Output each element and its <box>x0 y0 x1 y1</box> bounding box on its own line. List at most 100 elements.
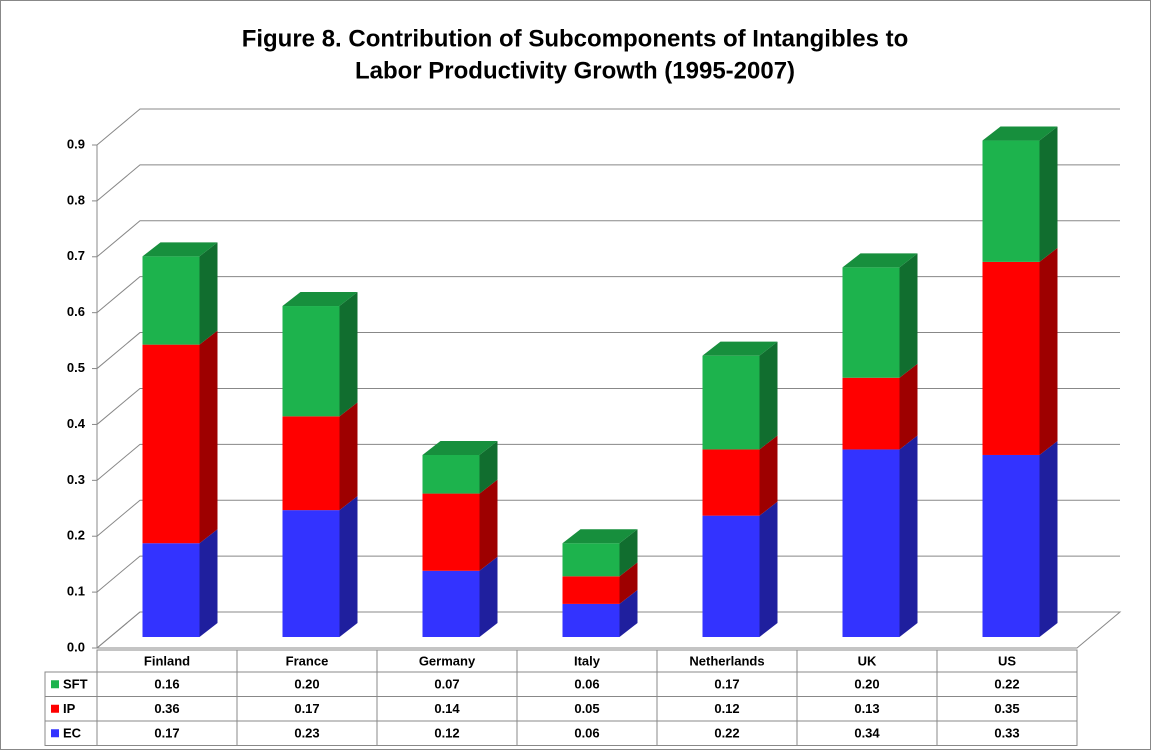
table-value: 0.17 <box>714 677 739 692</box>
legend-label: EC <box>63 726 82 741</box>
bar-top <box>702 341 778 356</box>
bar-side <box>759 435 778 516</box>
bar <box>842 377 900 450</box>
table-value: 0.23 <box>294 726 319 741</box>
legend-swatch <box>51 704 59 713</box>
grid-line <box>96 220 1120 258</box>
bar-side <box>899 435 918 637</box>
legend-swatch <box>51 729 59 738</box>
table-value: 0.17 <box>154 726 179 741</box>
bar <box>842 449 900 637</box>
legend-label: IP <box>63 701 76 716</box>
x-tick-label: Netherlands <box>689 653 764 668</box>
table-value: 0.12 <box>434 726 459 741</box>
chart-title: Labor Productivity Growth (1995-2007) <box>355 57 795 84</box>
bar <box>422 454 480 494</box>
x-tick-label: UK <box>858 653 877 668</box>
bar <box>422 570 480 637</box>
bar-side <box>339 402 358 511</box>
table-value: 0.34 <box>854 726 880 741</box>
bar <box>142 543 200 637</box>
bar <box>982 454 1040 637</box>
y-tick-label: 0.3 <box>67 472 85 487</box>
bar-side <box>199 330 218 544</box>
bar <box>702 515 760 637</box>
bar <box>422 493 480 571</box>
bar <box>562 543 620 577</box>
bar-side <box>759 501 778 637</box>
bar-top <box>142 242 218 257</box>
bar <box>282 416 340 511</box>
bar <box>562 576 620 604</box>
y-tick-label: 0.0 <box>67 639 85 654</box>
bar-top <box>982 126 1058 141</box>
x-tick-label: US <box>998 653 1016 668</box>
bar <box>702 355 760 450</box>
table-value: 0.17 <box>294 701 319 716</box>
bar-side <box>1039 247 1058 455</box>
bar-side <box>479 479 498 571</box>
table-value: 0.14 <box>434 701 460 716</box>
bar-side <box>479 440 498 494</box>
bar-top <box>562 529 638 544</box>
bar-side <box>619 562 638 604</box>
table-value: 0.22 <box>994 677 1019 692</box>
y-tick-label: 0.4 <box>67 416 86 431</box>
y-tick-label: 0.8 <box>67 192 85 207</box>
bar-side <box>199 242 218 345</box>
grid-line <box>96 611 1120 649</box>
x-tick-label: Italy <box>574 653 601 668</box>
grid-line <box>96 164 1120 202</box>
table-value: 0.20 <box>854 677 879 692</box>
table-value: 0.06 <box>574 677 599 692</box>
y-tick-label: 0.9 <box>67 136 85 151</box>
y-tick-label: 0.1 <box>67 584 85 599</box>
bar <box>282 306 340 417</box>
bar <box>562 603 620 637</box>
bar <box>702 449 760 516</box>
grid-line <box>96 499 1120 537</box>
bar <box>982 261 1040 455</box>
table-value: 0.36 <box>154 701 179 716</box>
y-tick-label: 0.7 <box>67 248 85 263</box>
x-tick-label: France <box>286 653 329 668</box>
table-value: 0.07 <box>434 677 459 692</box>
table-value: 0.22 <box>714 726 739 741</box>
bar-side <box>339 496 358 637</box>
bar-top <box>842 253 918 268</box>
bar <box>982 140 1040 262</box>
x-tick-label: Finland <box>144 653 190 668</box>
grid-line <box>96 443 1120 481</box>
y-tick-label: 0.2 <box>67 528 85 543</box>
bar <box>142 256 200 345</box>
y-tick-label: 0.5 <box>67 360 85 375</box>
table-value: 0.13 <box>854 701 879 716</box>
bar <box>842 267 900 378</box>
bar-top <box>422 440 498 455</box>
bar-side <box>619 529 638 577</box>
legend-label: SFT <box>63 677 88 692</box>
bar-side <box>339 292 358 417</box>
bar <box>142 344 200 544</box>
grid-line <box>96 387 1120 425</box>
bar <box>282 510 340 637</box>
grid-line <box>96 276 1120 314</box>
bar-side <box>199 529 218 637</box>
bar-side <box>759 341 778 450</box>
table-value: 0.12 <box>714 701 739 716</box>
bar-side <box>1039 440 1058 637</box>
table-value: 0.33 <box>994 726 1019 741</box>
y-tick-label: 0.6 <box>67 304 85 319</box>
bar-side <box>479 556 498 637</box>
table-value: 0.06 <box>574 726 599 741</box>
grid-line <box>96 555 1120 593</box>
grid-line <box>96 108 1120 146</box>
chart-title: Figure 8. Contribution of Subcomponents … <box>242 25 909 52</box>
grid-line <box>96 332 1120 369</box>
bar-top <box>282 292 358 307</box>
table-value: 0.35 <box>994 701 1019 716</box>
bar-side <box>619 589 638 637</box>
bar-side <box>899 363 918 450</box>
table-value: 0.05 <box>574 701 599 716</box>
